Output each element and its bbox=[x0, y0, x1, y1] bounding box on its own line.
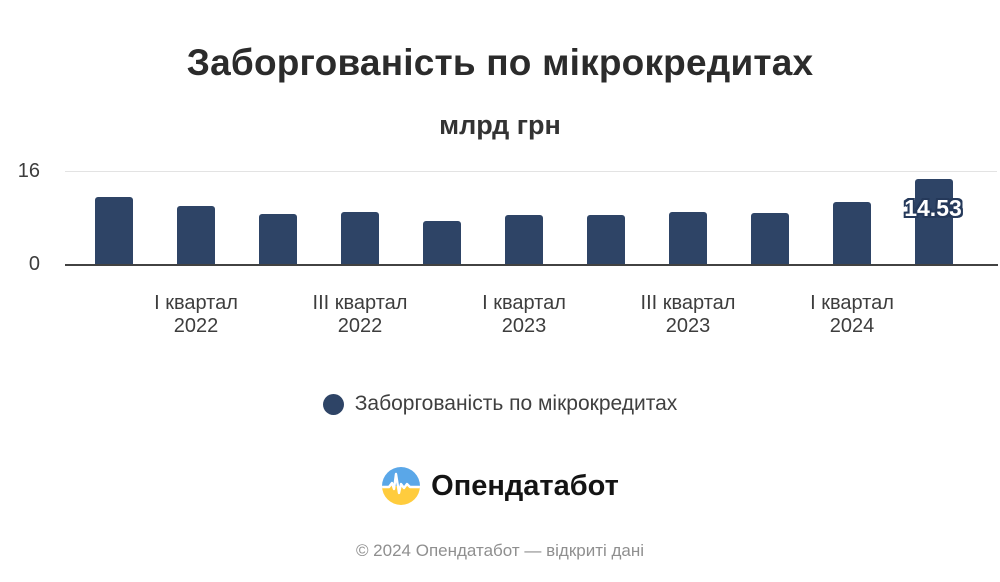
bar-7 bbox=[669, 212, 707, 264]
bar-0 bbox=[95, 197, 133, 264]
bar-10 bbox=[915, 179, 953, 264]
x-axis-label: І квартал 2023 bbox=[482, 292, 566, 337]
copyright-footer: © 2024 Опендатабот — відкриті дані bbox=[355, 541, 645, 560]
x-axis-label: І квартал 2022 bbox=[154, 292, 238, 337]
bar-8 bbox=[751, 213, 789, 264]
bar-3 bbox=[341, 212, 379, 264]
gridline-16 bbox=[65, 171, 997, 172]
y-axis-tick-0: 0 bbox=[28, 253, 40, 275]
x-axis-label: ІІІ квартал 2022 bbox=[312, 292, 408, 337]
bar-chart: 16 0 І квартал 2022 ІІІ квартал 2022 І кварт… bbox=[0, 155, 1000, 350]
legend-marker-icon bbox=[322, 393, 344, 415]
legend-label: Заборгованість по мікрокредитах bbox=[354, 392, 678, 415]
x-axis-label: І квартал 2024 bbox=[810, 292, 894, 337]
chart-unit-subtitle: млрд грн bbox=[439, 110, 561, 140]
bar-1 bbox=[177, 206, 215, 264]
x-axis-label: ІІІ квартал 2023 bbox=[640, 292, 736, 337]
bar-9 bbox=[833, 202, 871, 264]
page-title: Заборгованість по мікрокредитах bbox=[186, 42, 814, 83]
bar-6 bbox=[587, 215, 625, 264]
bar-4 bbox=[423, 221, 461, 264]
opendatabot-logo: Опендатабот bbox=[0, 466, 1000, 506]
bar-2 bbox=[259, 214, 297, 264]
x-axis-line bbox=[65, 264, 998, 266]
legend: Заборгованість по мікрокредитах bbox=[0, 392, 1000, 416]
y-axis-tick-16: 16 bbox=[17, 160, 40, 182]
opendatabot-logo-text: Опендатабот bbox=[431, 469, 619, 502]
opendatabot-flag-pulse-icon bbox=[382, 467, 421, 505]
bar-5 bbox=[505, 215, 543, 264]
data-label: 14.53 bbox=[904, 195, 962, 221]
